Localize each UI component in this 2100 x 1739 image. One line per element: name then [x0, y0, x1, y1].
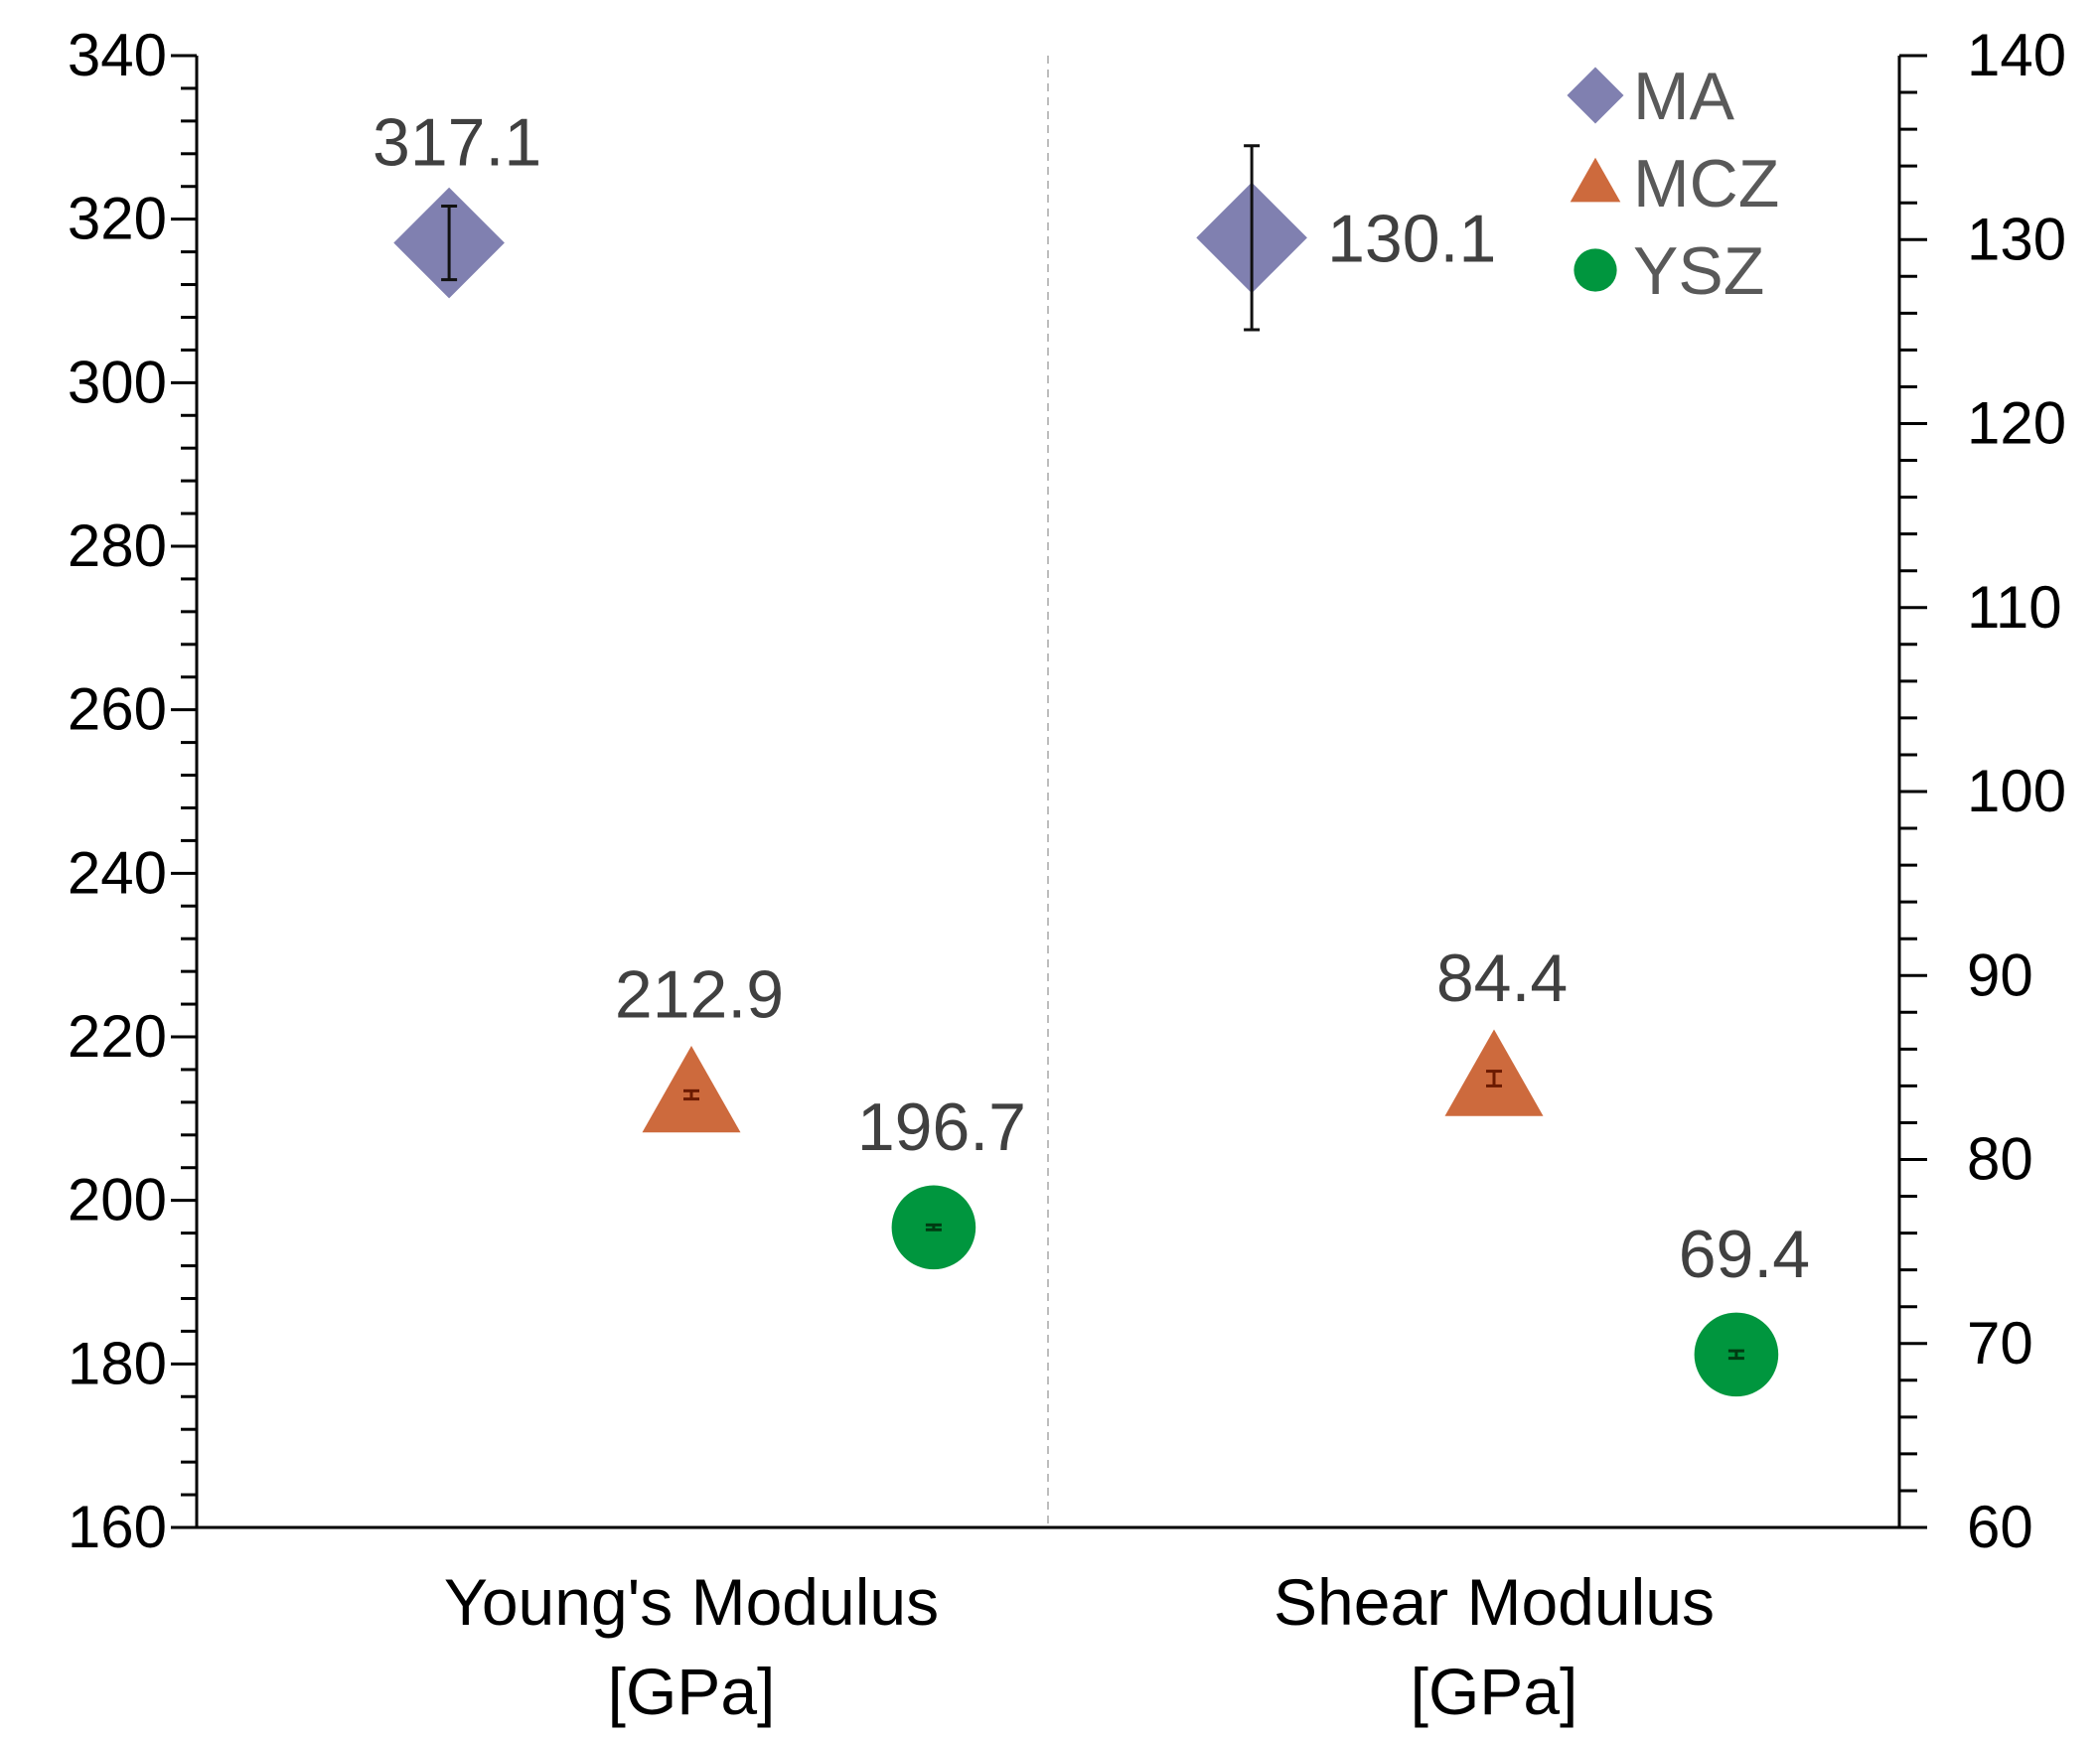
right-tick-label: 110 [1967, 574, 2062, 641]
left-tick-label: 220 [68, 1003, 167, 1070]
left-tick-label: 160 [68, 1494, 167, 1560]
legend-marker-ma [1567, 67, 1624, 124]
category-label: Shear Modulus [1274, 1565, 1715, 1639]
left-tick-label: 200 [68, 1167, 167, 1233]
data-label: 69.4 [1679, 1217, 1810, 1292]
legend-marker-ysz [1574, 248, 1617, 292]
left-tick-label: 280 [68, 512, 167, 579]
right-tick-label: 80 [1967, 1126, 2033, 1193]
right-tick-label: 120 [1967, 390, 2066, 457]
category-unit-label: [GPa] [1411, 1655, 1578, 1728]
right-tick-label: 140 [1967, 22, 2066, 88]
data-label: 130.1 [1327, 201, 1496, 276]
left-tick-label: 260 [68, 676, 167, 743]
left-tick-label: 240 [68, 839, 167, 906]
right-tick-label: 70 [1967, 1310, 2033, 1377]
legend-label: MCZ [1633, 146, 1779, 221]
legend-label: MA [1633, 59, 1735, 134]
left-tick-label: 320 [68, 186, 167, 252]
right-tick-label: 90 [1967, 942, 2033, 1008]
legend-marker-mcz [1570, 157, 1621, 203]
right-tick-label: 100 [1967, 758, 2066, 824]
data-label: 84.4 [1436, 941, 1568, 1016]
left-tick-label: 300 [68, 349, 167, 415]
right-tick-label: 60 [1967, 1494, 2033, 1560]
data-label: 212.9 [615, 956, 784, 1032]
data-label: 317.1 [373, 105, 541, 181]
category-label: Young's Modulus [444, 1565, 939, 1639]
mcz-marker [642, 1045, 741, 1133]
category-unit-label: [GPa] [608, 1655, 776, 1728]
legend-label: YSZ [1633, 233, 1764, 309]
data-label: 196.7 [857, 1089, 1026, 1165]
right-tick-label: 130 [1967, 206, 2066, 272]
left-tick-label: 180 [68, 1330, 167, 1396]
left-tick-label: 340 [68, 22, 167, 88]
